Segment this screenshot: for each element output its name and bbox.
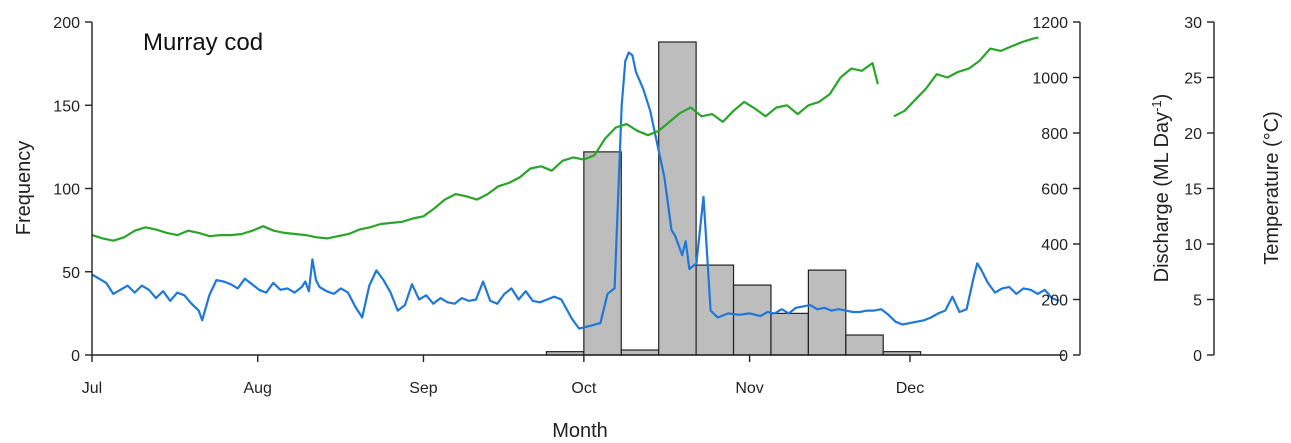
frequency-tick-label-100: 100 bbox=[53, 182, 80, 199]
x-tick-label-sep: Sep bbox=[409, 380, 438, 397]
temperature-tick-label-20: 20 bbox=[1184, 126, 1202, 143]
temperature-tick-label-15: 15 bbox=[1184, 182, 1202, 199]
temperature-line bbox=[91, 36, 1039, 242]
discharge-tick-label-600: 600 bbox=[1041, 182, 1068, 199]
frequency-axis-title: Frequency bbox=[13, 141, 35, 236]
temperature-tick-label-25: 25 bbox=[1184, 71, 1202, 88]
x-tick-label-nov: Nov bbox=[735, 380, 763, 397]
temperature-axis-title: Temperature (°C) bbox=[1261, 111, 1283, 265]
bars-layer bbox=[545, 41, 922, 356]
bar-5 bbox=[732, 284, 772, 356]
x-tick-label-jul: Jul bbox=[82, 380, 102, 397]
chart-title: Murray cod bbox=[143, 29, 263, 56]
x-tick-label-aug: Aug bbox=[243, 380, 271, 397]
bar-7 bbox=[807, 269, 847, 356]
ticks-layer: Jul Aug Sep Oct Nov Dec0501001502000200400600… bbox=[53, 15, 1214, 397]
frequency-tick-label-0: 0 bbox=[71, 348, 80, 365]
discharge-line bbox=[91, 51, 1060, 330]
frequency-tick-label-50: 50 bbox=[62, 265, 80, 282]
x-tick-label-oct: Oct bbox=[571, 380, 596, 397]
bar-8 bbox=[845, 334, 884, 356]
frequency-tick-label-200: 200 bbox=[53, 15, 80, 32]
discharge-tick-label-800: 800 bbox=[1041, 126, 1068, 143]
temperature-tick-label-0: 0 bbox=[1193, 348, 1202, 365]
frequency-tick-label-150: 150 bbox=[53, 98, 80, 115]
bar-2 bbox=[620, 349, 660, 356]
bar-6 bbox=[770, 312, 809, 356]
x-axis-title: Month bbox=[552, 420, 608, 442]
discharge-axis-title: Discharge (ML Day-1) bbox=[1149, 94, 1174, 283]
temperature-tick-label-30: 30 bbox=[1184, 15, 1202, 32]
discharge-tick-label-400: 400 bbox=[1041, 237, 1068, 254]
discharge-axis-title-sup: -1 bbox=[1149, 100, 1164, 112]
discharge-tick-label-0: 0 bbox=[1059, 348, 1068, 365]
discharge-tick-label-1200: 1200 bbox=[1032, 15, 1068, 32]
discharge-axis-title-main: Discharge (ML Day bbox=[1151, 112, 1173, 282]
bar-4 bbox=[695, 264, 735, 356]
temperature-tick-label-5: 5 bbox=[1193, 293, 1202, 310]
discharge-tick-label-200: 200 bbox=[1041, 293, 1068, 310]
discharge-tick-label-1000: 1000 bbox=[1032, 71, 1068, 88]
discharge-axis-title-end: ) bbox=[1151, 94, 1173, 101]
bar-3 bbox=[658, 41, 697, 356]
temperature-tick-label-10: 10 bbox=[1184, 237, 1202, 254]
lines-layer bbox=[91, 36, 1060, 330]
x-tick-label-dec: Dec bbox=[896, 380, 924, 397]
